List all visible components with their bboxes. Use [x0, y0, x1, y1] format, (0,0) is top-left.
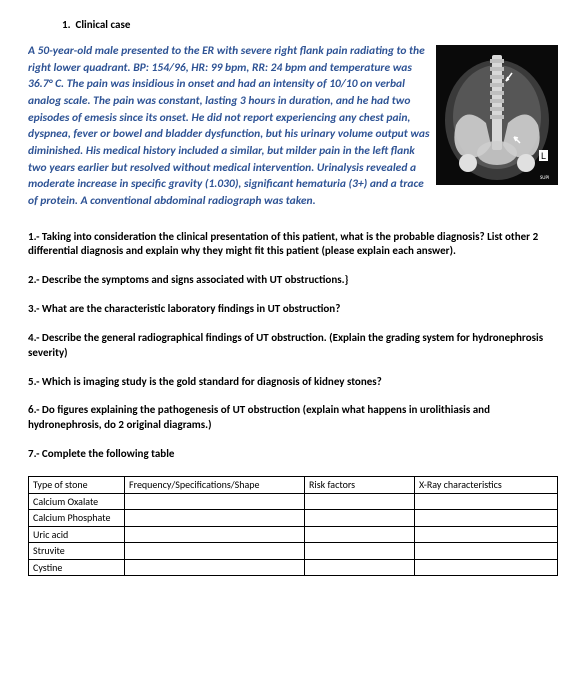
stone-type: Cystine [29, 559, 125, 576]
clinical-case-block: L SUPI A 50-year-old male presented to t… [28, 43, 558, 210]
question-2: 2.- Describe the symptoms and signs asso… [28, 273, 558, 288]
table-row: Cystine [29, 559, 558, 576]
xray-image: L SUPI [436, 45, 558, 185]
col-type: Type of stone [29, 477, 125, 494]
question-6: 6.- Do figures explaining the pathogenes… [28, 403, 558, 433]
section-title: Clinical case [76, 18, 131, 31]
stone-type: Uric acid [29, 526, 125, 543]
table-row: Calcium Phosphate [29, 510, 558, 527]
question-7: 7.- Complete the following table [28, 447, 558, 462]
question-1: 1.- Taking into consideration the clinic… [28, 230, 558, 260]
question-3: 3.- What are the characteristic laborato… [28, 302, 558, 317]
col-freq: Frequency/Specifications/Shape [125, 477, 305, 494]
col-risk: Risk factors [305, 477, 415, 494]
table-header-row: Type of stone Frequency/Specifications/S… [29, 477, 558, 494]
stone-table: Type of stone Frequency/Specifications/S… [28, 476, 558, 576]
xray-label: SUPI [540, 175, 549, 181]
stone-type: Calcium Phosphate [29, 510, 125, 527]
question-4: 4.- Describe the general radiographical … [28, 331, 558, 361]
col-xray: X-Ray characteristics [415, 477, 558, 494]
table-row: Struvite [29, 543, 558, 560]
question-5: 5.- Which is imaging study is the gold s… [28, 375, 558, 390]
section-header: 1. Clinical case [62, 18, 558, 33]
table-row: Uric acid [29, 526, 558, 543]
section-number: 1. [62, 18, 71, 31]
stone-type: Struvite [29, 543, 125, 560]
table-row: Calcium Oxalate [29, 493, 558, 510]
svg-text:L: L [541, 151, 546, 161]
stone-type: Calcium Oxalate [29, 493, 125, 510]
